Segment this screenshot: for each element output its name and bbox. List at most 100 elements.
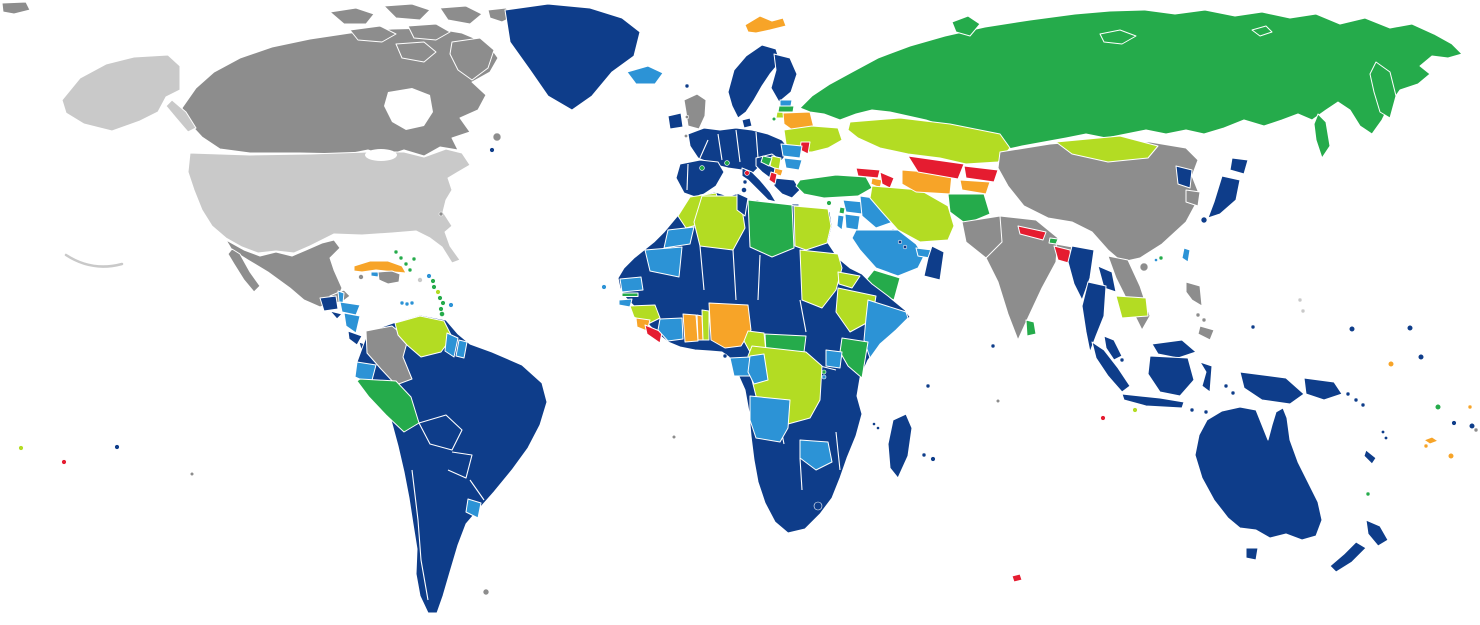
territory-aruba-dot <box>399 300 405 306</box>
country-guinea <box>629 304 661 325</box>
country-somalia <box>863 299 909 359</box>
border-portugal <box>686 163 689 191</box>
country-burundi-dot <box>821 374 827 380</box>
country-turkey <box>795 174 873 199</box>
country-san-marino-dot <box>744 170 750 176</box>
country-honduras <box>339 301 361 316</box>
country-tajikistan <box>959 179 991 195</box>
country-mexico <box>225 239 343 308</box>
country-indonesia-lesser-sunda <box>1203 409 1209 415</box>
country-barbados-dot <box>448 302 454 308</box>
territory-wallis-futuna-dot <box>1467 404 1473 410</box>
country-finland <box>770 53 798 103</box>
country-israel <box>836 214 845 231</box>
territory-macau-dot <box>1154 258 1158 262</box>
country-new-zealand-north <box>1365 519 1389 547</box>
country-philippines-visayas <box>1201 317 1207 323</box>
south-east-asia <box>985 135 1306 415</box>
territory-bermuda-dot <box>438 211 444 217</box>
country-vanuatu-dot <box>1384 435 1389 440</box>
country-ireland <box>667 112 684 130</box>
country-bahamas-dot <box>411 256 417 262</box>
country-albania <box>768 171 778 185</box>
country-mauritania <box>644 246 683 278</box>
country-vanuatu-dot <box>1381 429 1386 434</box>
south-america <box>354 314 548 614</box>
territory-christmas-island-dot <box>1100 415 1106 421</box>
territory-reunion-dot <box>921 452 927 458</box>
great-lakes <box>365 149 397 161</box>
country-canada-island <box>383 3 431 21</box>
country-indonesia-java <box>1121 393 1185 409</box>
country-malaysia-borneo <box>1151 339 1197 359</box>
country-cuba <box>353 260 407 274</box>
country-philippines-luzon <box>1185 281 1203 307</box>
country-thailand <box>1081 281 1107 353</box>
country-australia-tasmania <box>1245 547 1259 561</box>
territory-new-caledonia <box>1363 449 1377 465</box>
country-solomon-islands-dot <box>1353 397 1359 403</box>
border-chile-argentina <box>411 469 429 601</box>
africa <box>601 191 936 534</box>
territory-isla-juventud <box>370 271 380 278</box>
country-marshall-islands-dot <box>1406 324 1414 332</box>
country-bhutan <box>1048 237 1059 245</box>
country-norway-sweden <box>727 44 781 119</box>
country-indonesia-kalimantan <box>1147 355 1195 397</box>
country-bahamas-dot <box>393 249 399 255</box>
country-italy-sardinia <box>741 187 747 193</box>
country-solomon-islands-dot <box>1360 402 1366 408</box>
territory-guam-dot <box>1297 297 1303 303</box>
territory-bonaire-dot <box>409 300 415 306</box>
country-azerbaijan <box>879 171 895 189</box>
country-myanmar <box>1067 245 1095 301</box>
border-paraguay <box>447 451 473 479</box>
country-guatemala <box>319 295 339 312</box>
country-venezuela <box>394 315 453 358</box>
territory-biot-dot <box>995 398 1001 404</box>
country-romania <box>780 143 803 159</box>
country-botswana <box>799 439 833 471</box>
territory-kerguelen <box>1011 573 1023 583</box>
territory-cook-islands-dot <box>114 444 120 450</box>
country-congo <box>747 353 769 385</box>
country-canada <box>181 27 499 157</box>
country-kiribati-dot <box>1417 353 1425 361</box>
country-arctic-land <box>1 1 31 15</box>
country-nauru-dot <box>1387 360 1395 368</box>
country-indonesia-sulawesi <box>1199 361 1213 393</box>
country-cape-verde-dot <box>601 284 607 290</box>
country-tunisia <box>736 192 749 217</box>
russia <box>799 9 1463 159</box>
country-philippines-visayas <box>1195 312 1201 318</box>
country-canada-baffin <box>449 37 495 81</box>
territory-puerto-rico-dot <box>417 277 423 283</box>
country-mauritius-dot <box>930 456 936 462</box>
territory-easter-island-dot <box>189 471 195 477</box>
country-tonga-dot <box>1451 420 1457 426</box>
country-monaco-dot <box>724 160 730 166</box>
country-costa-rica <box>347 330 363 346</box>
country-russia-island <box>1099 29 1137 45</box>
country-peru <box>356 378 420 433</box>
country-senegal <box>619 276 644 293</box>
country-liberia <box>644 324 663 344</box>
country-cambodia <box>1115 295 1149 319</box>
country-japan-kyushu <box>1200 216 1208 224</box>
country-uganda <box>825 349 843 369</box>
north-america <box>1 1 515 353</box>
country-angola <box>749 395 791 443</box>
country-malaysia-peninsular <box>1103 335 1123 361</box>
country-kazakhstan <box>847 117 1011 165</box>
country-indonesia-lesser-sunda <box>1189 407 1195 413</box>
country-denmark <box>741 117 753 129</box>
country-eritrea <box>837 271 861 289</box>
country-iceland <box>626 65 664 85</box>
country-sao-tome-dot <box>722 353 728 359</box>
country-benin <box>701 309 710 341</box>
country-singapore-dot <box>1119 357 1125 363</box>
country-alaska <box>61 54 181 132</box>
country-new-zealand-south <box>1329 541 1367 573</box>
country-maldives-dot <box>990 343 996 349</box>
country-japan-honshu <box>1207 175 1241 219</box>
